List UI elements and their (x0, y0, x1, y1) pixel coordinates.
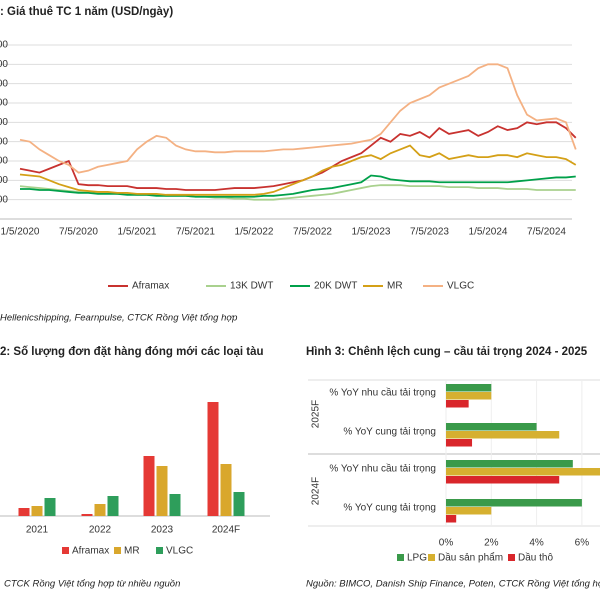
x-tick-label: 7/5/2024 (527, 227, 566, 238)
bar (156, 466, 168, 516)
bar (169, 494, 181, 516)
bar (107, 496, 119, 516)
x-tick-label: 2% (484, 538, 499, 549)
x-tick-label: 7/5/2023 (410, 227, 449, 238)
legend-swatch (428, 554, 435, 561)
bar (446, 460, 573, 468)
source: CTCK Rồng Việt tổng hợp từ nhiều nguồn (4, 579, 180, 590)
chart-title: : Giá thuê TC 1 năm (USD/ngày) (0, 6, 173, 18)
source: Nguồn: BIMCO, Danish Ship Finance, Poten… (306, 579, 600, 590)
group-label: 2024F (311, 477, 322, 505)
y-tick-label: % YoY nhu cầu tải trọng (329, 387, 436, 399)
bar (446, 439, 473, 447)
x-tick-label: 1/5/2024 (469, 227, 508, 238)
x-tick-label: 2022 (89, 525, 112, 536)
x-tick-label: 7/5/2022 (293, 227, 332, 238)
x-tick-label: 1/5/2022 (235, 227, 274, 238)
x-tick-label: 7/5/2021 (176, 227, 215, 238)
x-tick-label: 6% (575, 538, 590, 549)
bar (18, 508, 30, 516)
bar (94, 504, 106, 516)
y-tick-label: 00 (0, 117, 8, 128)
y-tick-label: 00 (0, 98, 8, 109)
x-tick-label: 2024F (212, 525, 240, 536)
x-tick-label: 0% (439, 538, 454, 549)
x-tick-label: 1/5/2023 (352, 227, 391, 238)
legend-label: LPG (407, 553, 427, 564)
bar (446, 423, 537, 431)
bar (446, 468, 600, 476)
bar (220, 464, 232, 516)
legend-label: Dầu thô (518, 552, 553, 564)
legend-swatch (156, 547, 163, 554)
bar (207, 402, 219, 516)
x-tick-label: 4% (529, 538, 544, 549)
legend-label: 13K DWT (230, 281, 273, 292)
y-tick-label: 00 (0, 194, 8, 205)
legend-label: MR (387, 281, 403, 292)
legend-swatch (508, 554, 515, 561)
legend-swatch (114, 547, 121, 554)
bar (446, 431, 560, 439)
bar (446, 499, 582, 507)
group-label: 2025F (311, 400, 322, 428)
bar (446, 400, 469, 408)
y-tick-label: 00 (0, 40, 8, 51)
legend-label: MR (124, 546, 140, 557)
y-tick-label: 00 (0, 78, 8, 89)
x-tick-label: 2023 (151, 525, 174, 536)
y-tick-label: 00 (0, 59, 8, 70)
x-tick-label: 1/5/2021 (118, 227, 157, 238)
legend-label: Aframax (72, 546, 109, 557)
bar (446, 384, 492, 392)
line (19, 63, 577, 174)
legend-label: VLGC (447, 281, 474, 292)
legend-swatch (397, 554, 404, 561)
bar (446, 507, 492, 515)
bar (446, 476, 560, 484)
bar (233, 492, 245, 516)
source: Hellenicshipping, Fearnpulse, CTCK Rồng … (0, 313, 237, 324)
legend-swatch (62, 547, 69, 554)
x-tick-label: 7/5/2020 (59, 227, 98, 238)
y-tick-label: 00 (0, 175, 8, 186)
y-tick-label: 00 (0, 156, 8, 167)
y-tick-label: % YoY cung tải trọng (343, 503, 436, 514)
chart-title: Hình 3: Chênh lệch cung – cầu tải trọng … (306, 346, 588, 358)
y-tick-label: 00 (0, 136, 8, 147)
legend-label: Dầu sản phẩm (438, 552, 503, 564)
line (19, 144, 577, 196)
legend-label: Aframax (132, 281, 169, 292)
line (20, 174, 576, 198)
bar (81, 514, 93, 516)
bar (446, 515, 457, 523)
bar (143, 456, 155, 516)
bar (31, 506, 43, 516)
bar (44, 498, 56, 516)
legend-label: 20K DWT (314, 281, 357, 292)
y-tick-label: % YoY cung tải trọng (343, 427, 436, 438)
legend-label: VLGC (166, 546, 193, 557)
x-tick-label: 1/5/2020 (1, 227, 40, 238)
y-tick-label: % YoY nhu cầu tải trọng (329, 463, 436, 475)
x-tick-label: 2021 (26, 525, 49, 536)
bar (446, 392, 492, 400)
chart-title: 2: Số lượng đơn đặt hàng đóng mới các lo… (0, 346, 264, 358)
